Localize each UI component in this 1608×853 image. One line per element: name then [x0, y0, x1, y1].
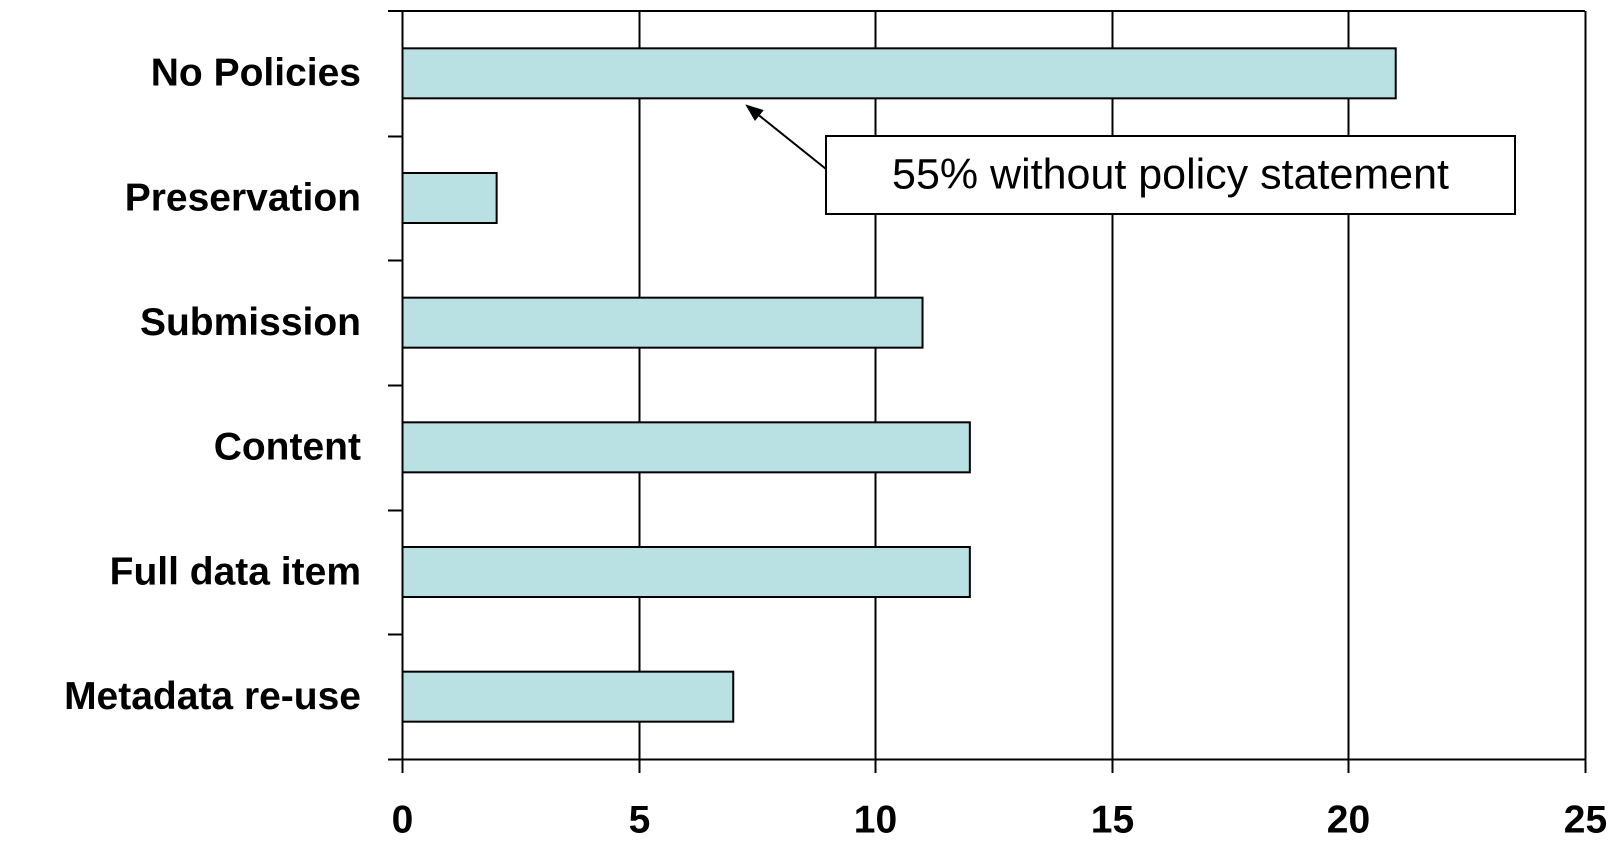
x-tick-label: 5: [629, 798, 651, 841]
x-tick-label: 15: [1091, 798, 1134, 841]
axes: [388, 10, 1587, 773]
bar-preservation: [401, 172, 498, 224]
annotation: 55% without policy statement: [745, 104, 1516, 215]
bar-full-data-item: [401, 546, 971, 598]
category-labels: No Policies Preservation Submission Content…: [64, 52, 361, 718]
annotation-arrow: [758, 114, 827, 170]
x-tick-label: 25: [1564, 798, 1607, 841]
category-label: Preservation: [125, 176, 361, 219]
category-label: No Policies: [151, 52, 361, 95]
x-tick-labels: 0 5 10 15 20 25: [392, 798, 1608, 841]
category-label: Submission: [140, 301, 361, 344]
bar-metadata-re-use: [401, 670, 735, 723]
annotation-arrowhead: [745, 104, 764, 122]
x-tick-label: 20: [1327, 798, 1370, 841]
category-label: Content: [214, 426, 361, 469]
category-label: Full data item: [110, 550, 361, 593]
bar-submission: [401, 296, 924, 349]
annotation-text: 55% without policy statement: [892, 150, 1449, 198]
bars: [401, 47, 1397, 723]
grid-lines: [638, 11, 1587, 759]
x-tick-label: 10: [854, 798, 897, 841]
annotation-box: [825, 135, 1516, 215]
category-label: Metadata re-use: [64, 675, 361, 718]
bar-no-policies: [401, 47, 1397, 100]
bar-content: [401, 421, 971, 474]
x-tick-label: 0: [392, 798, 414, 841]
